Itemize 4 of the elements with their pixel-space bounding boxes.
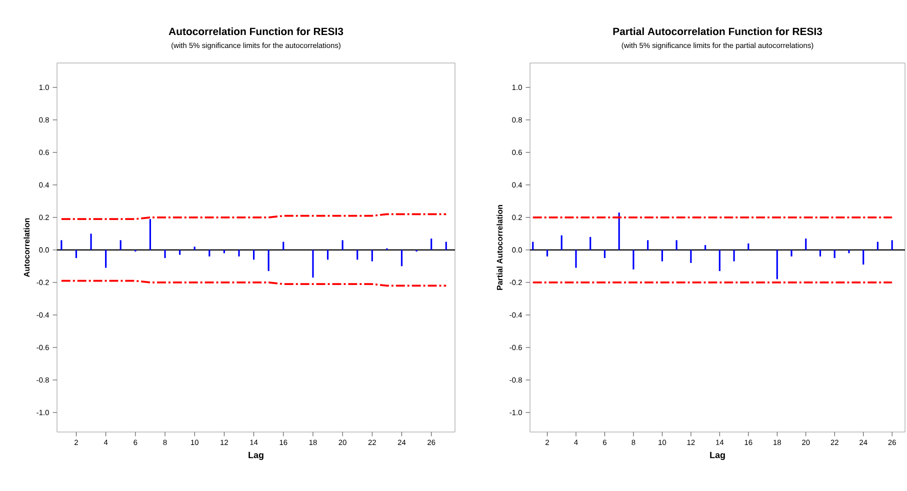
chart-title: Partial Autocorrelation Function for RESI3 [613, 27, 822, 36]
x-axis-title: Lag [710, 452, 725, 460]
chart-title: Autocorrelation Function for RESI3 [168, 27, 344, 36]
x-axis-title: Lag [248, 452, 264, 460]
